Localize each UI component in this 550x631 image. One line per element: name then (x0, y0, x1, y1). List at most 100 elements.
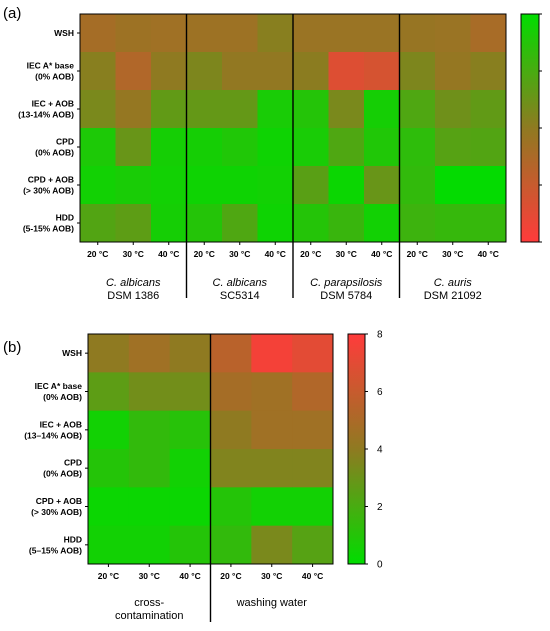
row-label: IEC A* base (0% AOB) (35, 381, 83, 402)
row-label-line: (0% AOB) (35, 148, 74, 158)
column-label: 30 °C (123, 249, 144, 259)
heatmap-cell (88, 487, 130, 527)
row-label-line: (0% AOB) (43, 392, 82, 402)
column-label: 40 °C (302, 571, 323, 581)
heatmap-cell (115, 166, 152, 205)
heatmap-cell (210, 372, 252, 412)
heatmap-cell (328, 52, 365, 91)
heatmap-cell (328, 14, 365, 53)
heatmap-cell (399, 128, 436, 167)
row-label: HDD (5–15% AOB) (29, 534, 82, 555)
heatmap-cell (292, 525, 334, 565)
heatmap-cell (399, 14, 436, 53)
heatmap-cell (88, 525, 130, 565)
row-label-line: IEC + AOB (32, 99, 74, 109)
row-label: CPD (0% AOB) (43, 458, 82, 479)
group-label: cross-contamination (115, 597, 184, 622)
row-label-line: (> 30% AOB) (31, 507, 82, 517)
heatmap-cell (186, 128, 223, 167)
row-label-line: HDD (64, 534, 82, 544)
row-label-line: CPD + AOB (28, 175, 74, 185)
heatmap-cell (292, 410, 334, 450)
heatmap-cell (328, 90, 365, 129)
column-label: 40 °C (179, 571, 200, 581)
group-strain: DSM 5784 (320, 290, 372, 302)
heatmap-cell (257, 204, 294, 243)
row-label-line: HDD (56, 213, 74, 223)
column-label: 40 °C (371, 249, 392, 259)
heatmap-cell (151, 14, 187, 53)
heatmap-cell (292, 334, 334, 373)
group-label: C. auris DSM 21092 (424, 277, 482, 302)
heatmap-cell (222, 204, 258, 243)
heatmap-cell (328, 128, 365, 167)
heatmap-cell (222, 128, 258, 167)
group-name: C. parapsilosis (310, 277, 383, 289)
heatmap-cell (151, 166, 187, 205)
row-label-line: IEC A* base (27, 61, 75, 71)
heatmap-cell (435, 128, 471, 167)
heatmap-cell (257, 128, 294, 167)
group-label: C. albicans DSM 1386 (106, 277, 161, 302)
heatmap-cell (151, 90, 187, 129)
heatmap-cell (222, 14, 258, 53)
row-label: CPD (0% AOB) (35, 137, 74, 158)
heatmap-cell (210, 410, 252, 450)
heatmap-cell (251, 525, 293, 565)
heatmap-cell (435, 204, 471, 243)
heatmap-cell (470, 90, 507, 129)
colorbar-tick-label: 8 (377, 330, 383, 341)
heatmap-cell (293, 128, 329, 167)
heatmap-cell (364, 14, 400, 53)
column-label: 40 °C (158, 249, 179, 259)
column-label: 20 °C (87, 249, 108, 259)
row-label: CPD + AOB (> 30% AOB) (23, 175, 74, 196)
row-label: WSH (54, 28, 74, 38)
group-name: C. albicans (106, 277, 161, 289)
colorbar (347, 333, 366, 565)
heatmap-cell (151, 204, 187, 243)
group-strain: SC5314 (220, 290, 260, 302)
group-label: C. albicans SC5314 (213, 277, 268, 302)
colorbar-tick-label: 2 (377, 502, 383, 513)
heatmap-cell (292, 372, 334, 412)
column-label: 30 °C (139, 571, 160, 581)
row-label: HDD (5-15% AOB) (23, 213, 74, 234)
heatmap-cell (128, 449, 171, 488)
heatmap-cell (88, 334, 130, 373)
heatmap-cell (435, 166, 471, 205)
heatmap-cell (251, 334, 293, 373)
heatmap-cell (293, 90, 329, 129)
row-label-line: IEC + AOB (40, 419, 82, 429)
heatmap-cell (169, 487, 211, 527)
row-label-line: CPD (56, 137, 74, 147)
heatmap-cell (186, 90, 223, 129)
column-label: 40 °C (265, 249, 286, 259)
heatmap-cell (169, 410, 211, 450)
heatmap-cell (115, 204, 152, 243)
heatmap-cell (210, 525, 252, 565)
heatmap-cell (257, 166, 294, 205)
group-name: cross- (134, 597, 164, 609)
group-label: C. parapsilosis DSM 5784 (310, 277, 383, 302)
heatmap-cell (222, 166, 258, 205)
row-label: IEC + AOB (13-14% AOB) (18, 99, 74, 120)
heatmap-cell (80, 14, 116, 53)
row-label: IEC A* base (0% AOB) (27, 61, 75, 82)
row-label-line: WSH (62, 348, 82, 358)
column-label: 30 °C (336, 249, 357, 259)
heatmap-cell (115, 90, 152, 129)
heatmap-cell (435, 90, 471, 129)
colorbar-tick-label: 4 (377, 445, 383, 456)
row-label-line: WSH (54, 28, 74, 38)
column-label: 20 °C (407, 249, 428, 259)
heatmap-cell (80, 204, 116, 243)
column-label: 30 °C (229, 249, 250, 259)
heatmap-cell (328, 166, 365, 205)
column-label: 40 °C (478, 249, 499, 259)
heatmap-cell (364, 52, 400, 91)
heatmap-cell (151, 128, 187, 167)
heatmap-cell (251, 449, 293, 488)
